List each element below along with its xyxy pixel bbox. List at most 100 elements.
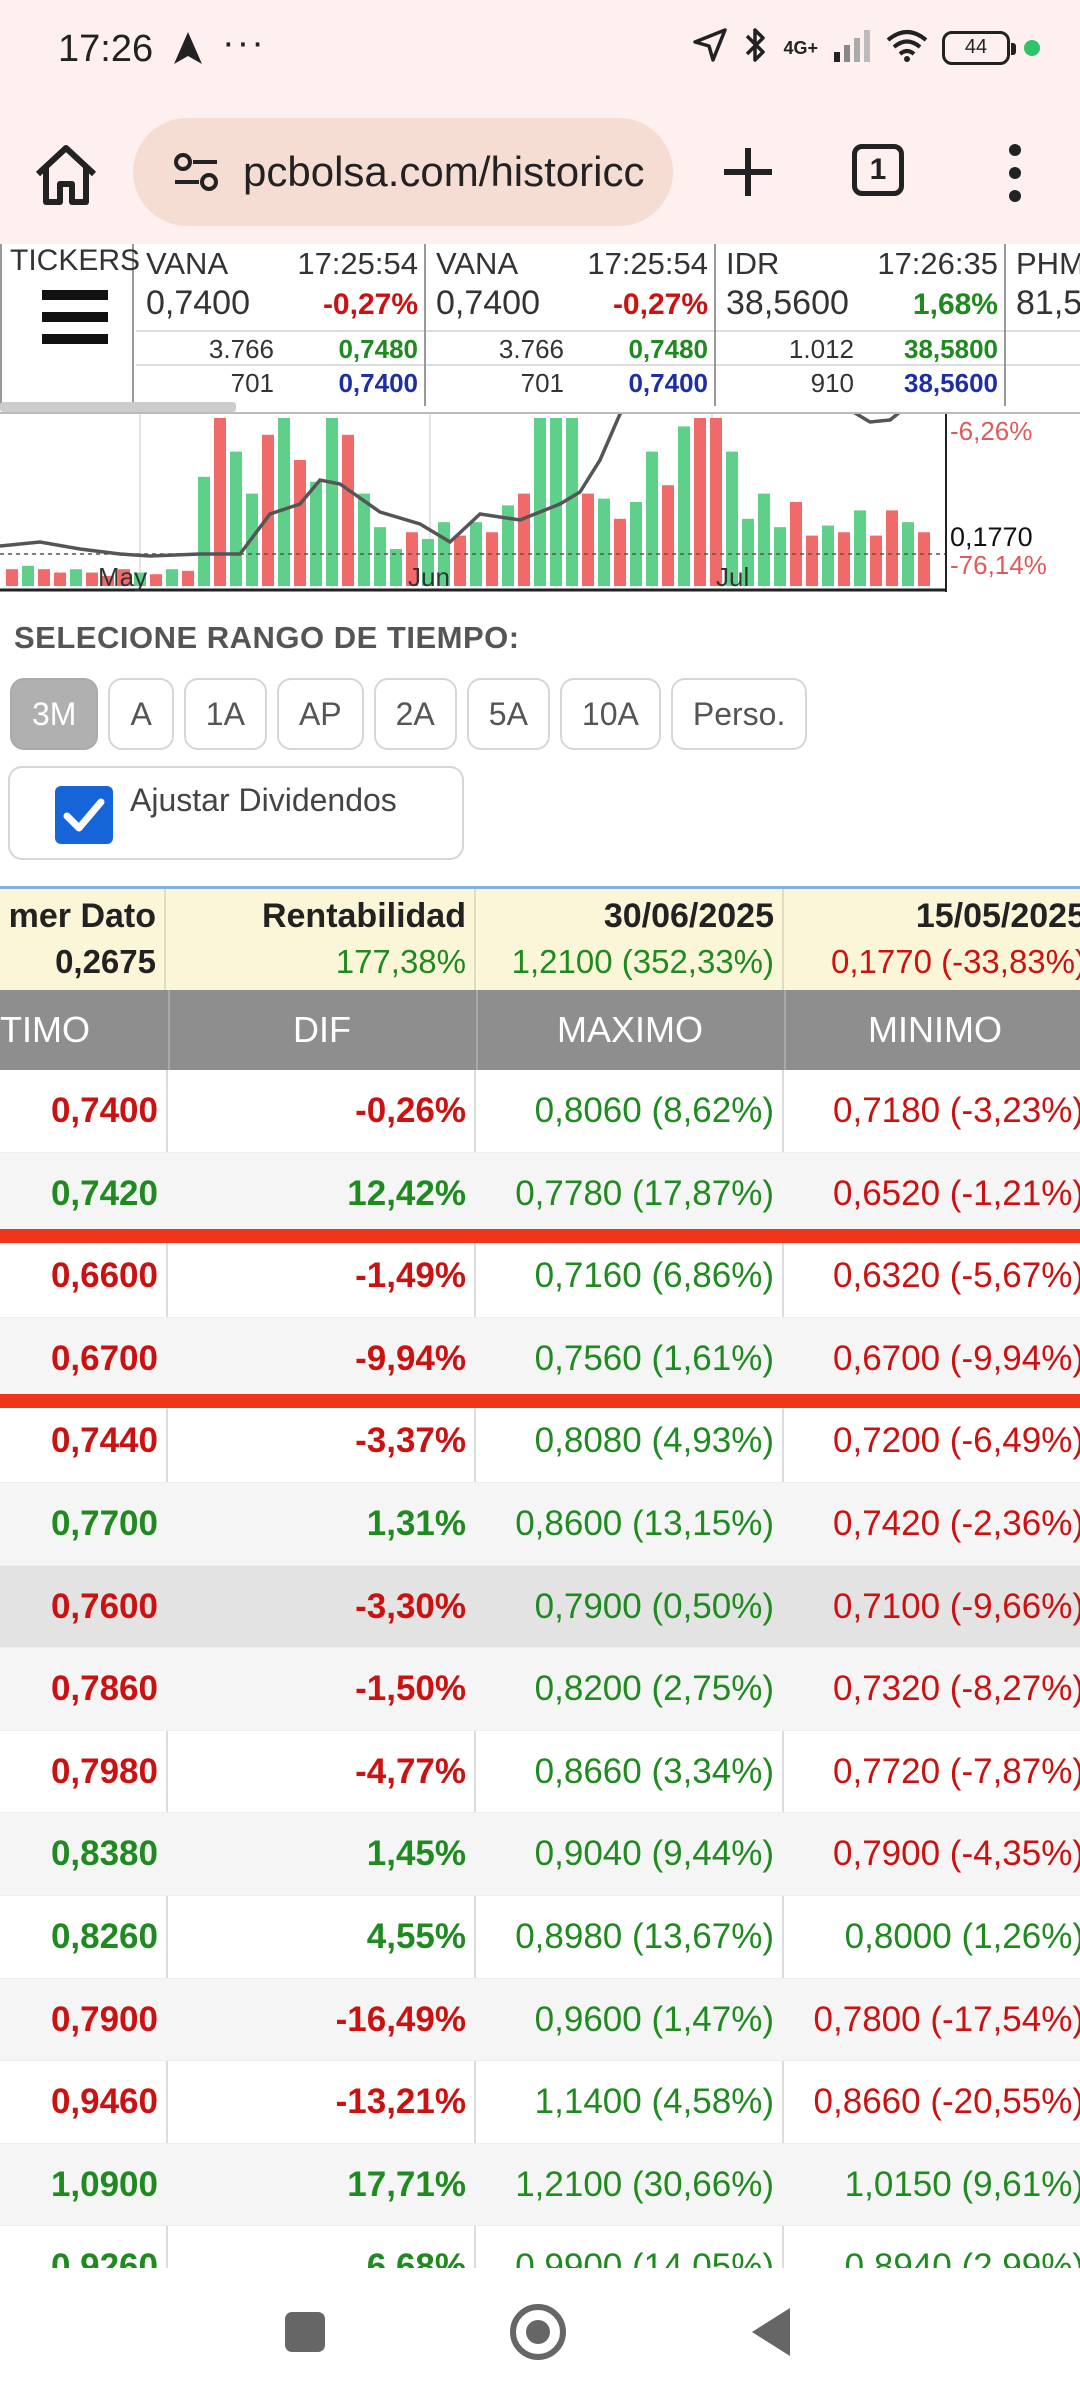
cell-min: 0,7800 (-17,54%) — [813, 1999, 1080, 2039]
volume-bar — [598, 498, 610, 586]
kebab-menu-button[interactable] — [990, 138, 1040, 208]
adjust-dividends-option[interactable]: Ajustar Dividendos — [8, 766, 464, 860]
adjust-dividends-checkbox[interactable] — [55, 786, 113, 844]
cell-ultimo: 0,7980 — [50, 1751, 158, 1791]
table-row[interactable]: 0,7400 -0,26% 0,8060 (8,62%) 0,7180 (-3,23%… — [0, 1070, 1080, 1153]
range-button[interactable]: 3M — [10, 678, 99, 750]
range-button[interactable]: 2A — [373, 678, 457, 750]
chart-month-label: Jul — [716, 562, 749, 592]
cell-min: 0,7420 (-2,36%) — [833, 1503, 1080, 1543]
range-button[interactable]: Perso. — [670, 678, 808, 750]
header-min[interactable]: MINIMO — [784, 990, 1080, 1070]
cell-min: 0,7320 (-8,27%) — [833, 1669, 1080, 1709]
range-button[interactable]: A — [108, 678, 174, 750]
summary-max-date: 30/06/2025 — [603, 897, 774, 935]
volume-bar — [134, 572, 146, 586]
ticker-low: 0,7400 — [628, 368, 708, 398]
volume-bar — [294, 460, 306, 586]
volume-bar — [854, 510, 866, 586]
table-row[interactable]: 0,6600 -1,49% 0,7160 (6,86%) 0,6320 (-5,67%… — [0, 1235, 1080, 1318]
new-tab-button[interactable] — [712, 136, 784, 208]
cell-ultimo: 0,7900 — [50, 1999, 158, 2039]
header-ultimo[interactable]: TIMO — [0, 1009, 90, 1050]
table-row[interactable]: 0,7700 1,31% 0,8600 (13,15%) 0,7420 (-2,36%… — [0, 1482, 1080, 1566]
ticker-high: 0,7480 — [338, 334, 418, 364]
range-button[interactable]: 1A — [183, 678, 267, 750]
volume-bar — [70, 569, 82, 586]
volume-bar — [342, 434, 354, 586]
range-buttons: 3M A 1A AP 2A 5A 10A Perso. — [10, 678, 808, 750]
table-row[interactable]: 0,7440 -3,37% 0,8080 (4,93%) 0,7200 (-6,49%… — [0, 1400, 1080, 1483]
range-title: SELECIONE RANGO DE TIEMPO: — [14, 620, 520, 655]
cell-dif: -3,37% — [355, 1421, 466, 1461]
volume-bar — [358, 493, 370, 586]
table-row[interactable]: 0,9260 6,68% 0,9900 (14,05%) 0,8940 (2,99%) — [0, 2226, 1080, 2268]
volume-bar — [214, 418, 226, 586]
ticker-time: 17:26:35 — [877, 246, 998, 281]
chart-right-top-label: -6,26% — [950, 416, 1032, 446]
adjust-dividends-label: Ajustar Dividendos — [130, 782, 397, 818]
ticker-card[interactable]: VANA 17:25:54 0,7400 -0,27% 3.766 0,7480 701 0,… — [136, 244, 426, 406]
site-settings-icon[interactable] — [169, 144, 225, 200]
cell-dif: -0,26% — [355, 1091, 466, 1130]
cell-max: 0,8200 (2,75%) — [534, 1669, 774, 1709]
table-row[interactable]: 0,8380 1,45% 0,9040 (9,44%) 0,7900 (-4,35%) — [0, 1813, 1080, 1896]
recents-square-icon[interactable] — [285, 2312, 325, 2352]
ticker-card[interactable]: VANA 17:25:54 0,7400 -0,27% 3.766 0,7480 701 0,… — [426, 244, 716, 406]
ticker-divider — [136, 364, 424, 366]
cell-dif: -1,50% — [355, 1669, 466, 1709]
table-row[interactable]: 0,6700 -9,94% 0,7560 (1,61%) 0,6700 (-9,94%… — [0, 1317, 1080, 1401]
period-separator-bar — [0, 1394, 1080, 1409]
ticker-price: 38,5600 — [726, 284, 849, 322]
volume-bar — [230, 451, 242, 586]
ticker-volume: 1.012 — [788, 334, 854, 364]
cell-max: 1,1400 (4,58%) — [534, 2082, 774, 2122]
range-button[interactable]: AP — [276, 678, 364, 750]
summary-first-data: mer Dato 0,2675 — [0, 889, 166, 993]
table-row[interactable]: 1,0900 17,71% 1,2100 (30,66%) 1,0150 (9,61%… — [0, 2143, 1080, 2227]
tab-switcher-button[interactable]: 1 — [852, 144, 904, 196]
range-button[interactable]: 5A — [466, 678, 550, 750]
table-row[interactable]: 0,7900 -16,49% 0,9600 (1,47%) 0,7800 (-17,5… — [0, 1978, 1080, 2062]
cell-min: 0,7100 (-9,66%) — [833, 1586, 1080, 1626]
table-row[interactable]: 0,8260 4,55% 0,8980 (13,67%) 0,8000 (1,26%) — [0, 1896, 1080, 1979]
period-separator-bar — [0, 1229, 1080, 1244]
back-triangle-icon[interactable] — [752, 2308, 790, 2356]
cell-dif: -9,94% — [355, 1338, 466, 1378]
home-circle-icon[interactable] — [510, 2304, 566, 2360]
table-row[interactable]: 0,7600 -3,30% 0,7900 (0,50%) 0,7100 (-9,66%… — [0, 1565, 1080, 1649]
range-button[interactable]: 10A — [559, 678, 661, 750]
ticker-symbol: PHM — [1016, 246, 1080, 281]
price-volume-chart[interactable]: May Jun Jul -6,26% 0,1770 -76,14% — [0, 392, 1080, 592]
ticker-card[interactable]: IDR 17:26:35 38,5600 1,68% 1.012 38,5800 910 38… — [716, 244, 1006, 406]
table-row[interactable]: 0,7860 -1,50% 0,8200 (2,75%) 0,7320 (-8,27%… — [0, 1648, 1080, 1731]
cell-dif: 4,55% — [366, 1916, 466, 1956]
cell-min: 0,8000 (1,26%) — [844, 1916, 1080, 1956]
home-button[interactable] — [30, 140, 102, 210]
tickers-scrollbar[interactable] — [0, 402, 236, 412]
volume-bar — [678, 426, 690, 586]
cell-max: 0,8080 (4,93%) — [534, 1421, 774, 1461]
volume-bar — [326, 418, 338, 586]
tickers-menu-button[interactable]: TICKERS — [0, 244, 140, 406]
volume-bar — [918, 532, 930, 586]
battery-icon: 44 — [942, 30, 1016, 65]
volume-bar — [838, 532, 850, 586]
header-dif[interactable]: DIF — [168, 990, 474, 1070]
table-row[interactable]: 0,7420 12,42% 0,7780 (17,87%) 0,6520 (-1,21… — [0, 1152, 1080, 1236]
cell-min: 0,7180 (-3,23%) — [833, 1091, 1080, 1130]
table-row[interactable]: 0,7980 -4,77% 0,8660 (3,34%) 0,7720 (-7,87%… — [0, 1731, 1080, 1814]
volume-bar — [150, 574, 162, 586]
table-body[interactable]: 0,7400 -0,26% 0,8060 (8,62%) 0,7180 (-3,23%… — [0, 1070, 1080, 2268]
chart-right-value-label: 0,1770 — [950, 522, 1033, 552]
summary-min-value: 0,1770 (-33,83%) — [831, 943, 1080, 980]
ticker-low: 0,7400 — [338, 368, 418, 398]
address-bar[interactable]: pcbolsa.com/historicc — [133, 118, 673, 226]
volume-bar — [262, 434, 274, 586]
cell-min: 0,6320 (-5,67%) — [833, 1256, 1080, 1296]
header-max[interactable]: MAXIMO — [476, 990, 782, 1070]
ticker-card[interactable]: PHM 81,5 — [1006, 244, 1080, 406]
table-row[interactable]: 0,9460 -13,21% 1,1400 (4,58%) 0,8660 (-20,5… — [0, 2061, 1080, 2144]
ticker-change: -0,27% — [612, 288, 708, 321]
ticker-divider — [426, 364, 714, 366]
